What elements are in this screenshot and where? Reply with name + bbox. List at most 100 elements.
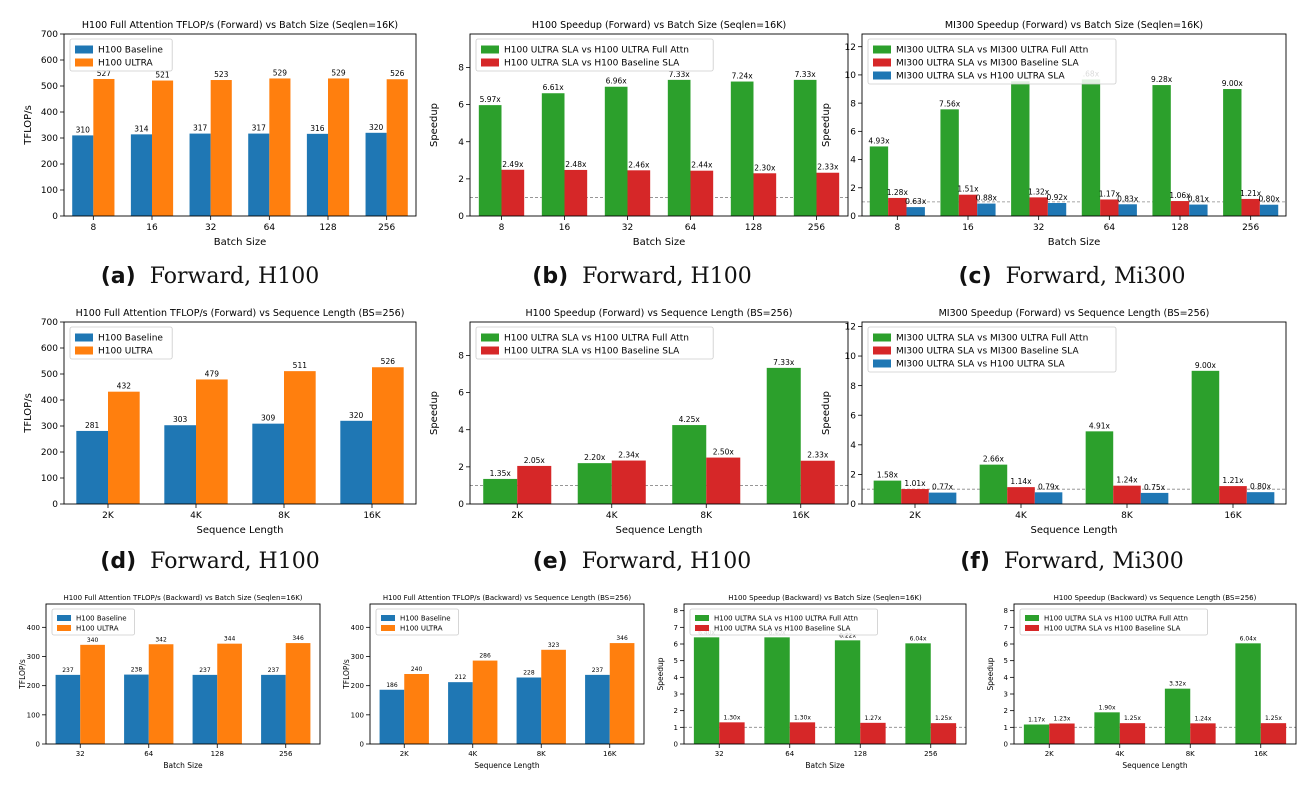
x-tick-label: 128 xyxy=(319,223,336,233)
bar-orange xyxy=(285,643,311,744)
bar-green xyxy=(1164,688,1191,744)
x-tick-label: 8K xyxy=(537,750,546,758)
chart-forward-tflops-seqlen: H100 Full Attention TFLOP/s (Forward) vs… xyxy=(20,304,420,536)
x-tick-label: 16K xyxy=(603,750,617,758)
x-axis-label: Batch Size xyxy=(633,237,685,248)
y-tick-label: 2 xyxy=(458,175,464,185)
bar-value-label: 1.90x xyxy=(1099,704,1116,711)
bar-green xyxy=(541,93,565,216)
bar-green xyxy=(1011,81,1030,216)
bar-blue xyxy=(306,133,328,216)
legend-box xyxy=(1019,608,1209,636)
y-tick-label: 2 xyxy=(850,184,856,194)
legend-swatch-green xyxy=(481,45,499,54)
chart-forward-speedup-h100-batch: H100 Speedup (Forward) vs Batch Size (Se… xyxy=(426,16,852,248)
plot-frame xyxy=(63,321,417,505)
bar-orange xyxy=(284,371,316,504)
bar-value-label: 0.80x xyxy=(1258,195,1280,204)
bar-red xyxy=(800,460,835,504)
bar-value-label: 320 xyxy=(349,411,364,420)
bar-green xyxy=(693,637,720,744)
bar-value-label: 9.28x xyxy=(1151,75,1173,84)
y-tick-label: 2 xyxy=(674,707,678,715)
y-tick-label: 7 xyxy=(1004,624,1008,632)
bar-value-label: 1.23x xyxy=(1053,716,1070,723)
bar-value-label: 320 xyxy=(369,123,384,132)
bar-value-label: 1.25x xyxy=(1124,715,1141,722)
legend-label: H100 ULTRA SLA vs H100 ULTRA Full Attn xyxy=(504,46,689,56)
bar-red xyxy=(1007,487,1035,504)
bar-orange xyxy=(386,79,408,216)
y-tick-label: 200 xyxy=(41,160,58,170)
x-tick-label: 256 xyxy=(924,750,938,758)
y-tick-label: 0 xyxy=(674,740,678,748)
bar-green xyxy=(834,640,861,744)
legend-swatch-red xyxy=(481,346,499,355)
bar-value-label: 1.21x xyxy=(1222,476,1244,485)
caption-c: (c) Forward, Mi300 xyxy=(958,264,1186,289)
y-tick-label: 400 xyxy=(351,624,364,632)
y-tick-label: 10 xyxy=(845,71,857,81)
y-tick-label: 12 xyxy=(845,43,856,53)
plot-frame xyxy=(469,33,849,217)
y-tick-label: 600 xyxy=(41,56,58,66)
bar-red xyxy=(627,170,651,216)
x-tick-label: 8K xyxy=(1186,750,1195,758)
bar-value-label: 310 xyxy=(76,125,91,134)
x-tick-label: 16 xyxy=(146,223,158,233)
bar-red xyxy=(1100,199,1119,216)
legend-swatch-green xyxy=(481,333,499,342)
y-axis-label: TFLOP/s xyxy=(23,393,34,434)
legend-swatch-blue xyxy=(873,359,891,368)
bar-value-label: 1.51x xyxy=(957,185,979,194)
bar-red xyxy=(517,465,552,504)
bar-value-label: 432 xyxy=(117,382,132,391)
y-tick-label: 0 xyxy=(850,212,856,222)
bar-red xyxy=(564,169,588,216)
bar-value-label: 529 xyxy=(273,68,288,77)
y-tick-label: 0 xyxy=(360,740,364,748)
legend-label: H100 Baseline xyxy=(98,334,163,344)
y-tick-label: 300 xyxy=(41,134,58,144)
x-tick-label: 8K xyxy=(700,511,713,521)
bar-value-label: 2.48x xyxy=(565,160,587,169)
y-axis-label: TFLOP/s xyxy=(342,659,351,690)
bar-value-label: 238 xyxy=(131,667,143,674)
bar-value-label: 479 xyxy=(205,369,220,378)
bar-value-label: 9.00x xyxy=(1195,361,1217,370)
legend-swatch-red xyxy=(873,58,891,67)
bar-value-label: 1.06x xyxy=(1169,191,1191,200)
legend-box xyxy=(69,38,173,72)
bar-value-label: 6.61x xyxy=(543,83,565,92)
legend-label: H100 ULTRA xyxy=(400,624,443,632)
bar-value-label: 237 xyxy=(268,667,280,674)
bar-value-label: 0.79x xyxy=(1038,482,1060,491)
legend-label: H100 ULTRA SLA vs H100 ULTRA Full Attn xyxy=(714,614,858,622)
bar-green xyxy=(764,637,790,744)
bar-value-label: 526 xyxy=(381,357,396,366)
bar-orange xyxy=(93,78,115,216)
bar-value-label: 7.33x xyxy=(773,358,795,367)
legend-label: MI300 ULTRA SLA vs MI300 Baseline SLA xyxy=(896,347,1079,357)
y-tick-label: 400 xyxy=(27,624,40,632)
legend-box xyxy=(475,38,714,72)
bar-blue xyxy=(248,133,270,216)
bar-orange xyxy=(404,674,429,744)
legend-label: H100 ULTRA SLA vs H100 Baseline SLA xyxy=(504,59,680,69)
x-tick-label: 256 xyxy=(279,750,293,758)
bar-green xyxy=(905,643,931,744)
bar-blue xyxy=(448,682,473,744)
y-tick-label: 100 xyxy=(27,711,40,719)
bar-value-label: 0.92x xyxy=(1046,193,1068,202)
bar-value-label: 2.49x xyxy=(502,160,524,169)
y-tick-label: 500 xyxy=(41,82,58,92)
y-axis-label: Speedup xyxy=(429,103,440,147)
legend-swatch-orange xyxy=(381,625,395,631)
x-tick-label: 4K xyxy=(1115,750,1124,758)
y-tick-label: 200 xyxy=(27,682,40,690)
plot-frame xyxy=(861,33,1287,217)
x-tick-label: 2K xyxy=(400,750,409,758)
x-tick-label: 16K xyxy=(363,511,381,521)
y-tick-label: 6 xyxy=(850,411,856,421)
bar-blue xyxy=(365,132,387,216)
